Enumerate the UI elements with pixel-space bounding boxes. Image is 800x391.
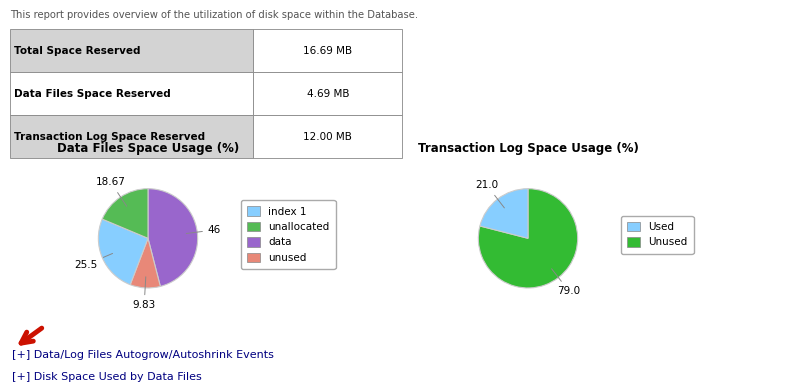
Wedge shape: [480, 189, 528, 239]
Text: 46: 46: [186, 225, 221, 235]
Legend: Used, Unused: Used, Unused: [621, 215, 694, 254]
Text: 4.69 MB: 4.69 MB: [306, 89, 349, 99]
Text: 18.67: 18.67: [96, 178, 126, 206]
Legend: index 1, unallocated, data, unused: index 1, unallocated, data, unused: [241, 200, 335, 269]
Wedge shape: [98, 219, 148, 285]
Text: 25.5: 25.5: [74, 253, 113, 270]
Wedge shape: [102, 189, 148, 239]
Bar: [10, 115, 254, 158]
Bar: [254, 115, 402, 158]
Text: [+] Disk Space Used by Data Files: [+] Disk Space Used by Data Files: [12, 372, 202, 382]
Text: 12.00 MB: 12.00 MB: [303, 132, 352, 142]
Text: 16.69 MB: 16.69 MB: [303, 46, 353, 56]
Text: 79.0: 79.0: [552, 269, 581, 296]
Text: Data Files Space Reserved: Data Files Space Reserved: [14, 89, 171, 99]
Title: Transaction Log Space Usage (%): Transaction Log Space Usage (%): [418, 142, 638, 155]
Bar: [254, 29, 402, 72]
Bar: [10, 72, 254, 115]
Text: Total Space Reserved: Total Space Reserved: [14, 46, 141, 56]
Text: This report provides overview of the utilization of disk space within the Databa: This report provides overview of the uti…: [10, 10, 418, 20]
Bar: [254, 72, 402, 115]
Wedge shape: [148, 189, 198, 287]
Title: Data Files Space Usage (%): Data Files Space Usage (%): [57, 142, 239, 155]
Wedge shape: [478, 189, 578, 288]
Text: [+] Data/Log Files Autogrow/Autoshrink Events: [+] Data/Log Files Autogrow/Autoshrink E…: [12, 350, 274, 360]
Wedge shape: [130, 239, 160, 288]
Bar: [10, 29, 254, 72]
Text: Transaction Log Space Reserved: Transaction Log Space Reserved: [14, 132, 206, 142]
Text: 9.83: 9.83: [133, 277, 156, 310]
Text: 21.0: 21.0: [475, 180, 504, 208]
